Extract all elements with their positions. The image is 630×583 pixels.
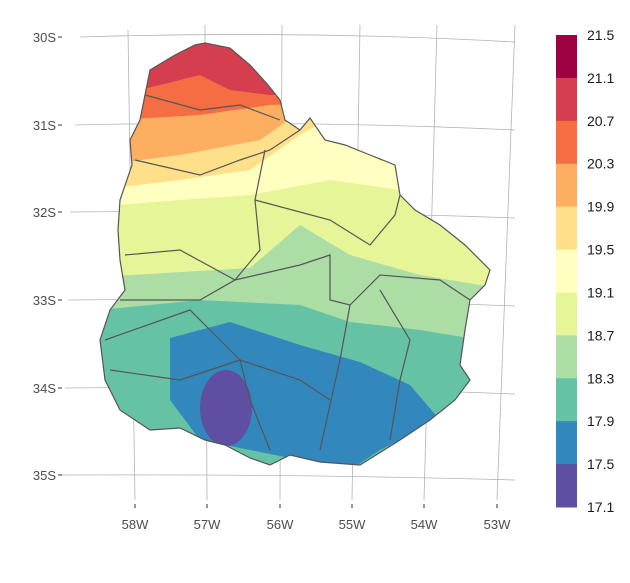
- legend-label: 17.9: [587, 413, 614, 429]
- legend-swatch: [556, 163, 577, 208]
- legend-swatch: [556, 77, 577, 122]
- lon-tick-label: 53W: [484, 517, 511, 532]
- lat-tick-label: 34S: [33, 381, 56, 396]
- lat-tick-label: 35S: [33, 468, 56, 483]
- legend-label: 18.3: [587, 370, 614, 386]
- legend-swatch: [556, 206, 577, 251]
- legend-label: 20.3: [587, 156, 614, 172]
- legend-swatch: [556, 120, 577, 165]
- legend-label: 21.5: [587, 27, 614, 43]
- legend-swatch: [556, 378, 577, 422]
- legend-swatch: [556, 464, 577, 508]
- lon-tick-label: 58W: [122, 517, 149, 532]
- legend-label: 17.5: [587, 456, 614, 472]
- lat-tick-label: 30S: [33, 30, 56, 45]
- lon-tick-label: 55W: [339, 517, 366, 532]
- legend-label: 20.7: [587, 113, 614, 129]
- legend-label: 19.5: [587, 242, 614, 258]
- legend-label: 17.1: [587, 499, 614, 515]
- legend-colorbar: 21.5 21.1 20.7 20.3 19.9 19.5 19.1 18.7 18.3 17.9…: [556, 27, 614, 515]
- legend-swatch: [556, 335, 577, 379]
- lat-axis: 30S 31S 32S 33S 34S 35S: [33, 30, 62, 483]
- legend-swatch: [556, 35, 577, 79]
- lon-tick-label: 57W: [194, 517, 221, 532]
- legend-swatch: [556, 421, 577, 465]
- lon-tick-label: 54W: [411, 517, 438, 532]
- lon-axis: 58W 57W 56W 55W 54W 53W: [122, 504, 511, 532]
- legend-swatch: [556, 292, 577, 336]
- band-20.7-21.1: [100, 43, 490, 95]
- legend-label: 18.7: [587, 327, 614, 343]
- department-borders: [99, 42, 491, 466]
- legend-swatch: [556, 249, 577, 293]
- lat-tick-label: 32S: [33, 205, 56, 220]
- legend-label: 19.1: [587, 284, 614, 300]
- lat-tick-label: 31S: [33, 118, 56, 133]
- lat-tick-label: 33S: [33, 293, 56, 308]
- band-17.1-17.5: [200, 370, 252, 446]
- legend-label: 19.9: [587, 199, 614, 215]
- legend-label: 21.1: [587, 70, 614, 86]
- lon-tick-label: 56W: [267, 517, 294, 532]
- band-20.3-20.7: [100, 43, 490, 122]
